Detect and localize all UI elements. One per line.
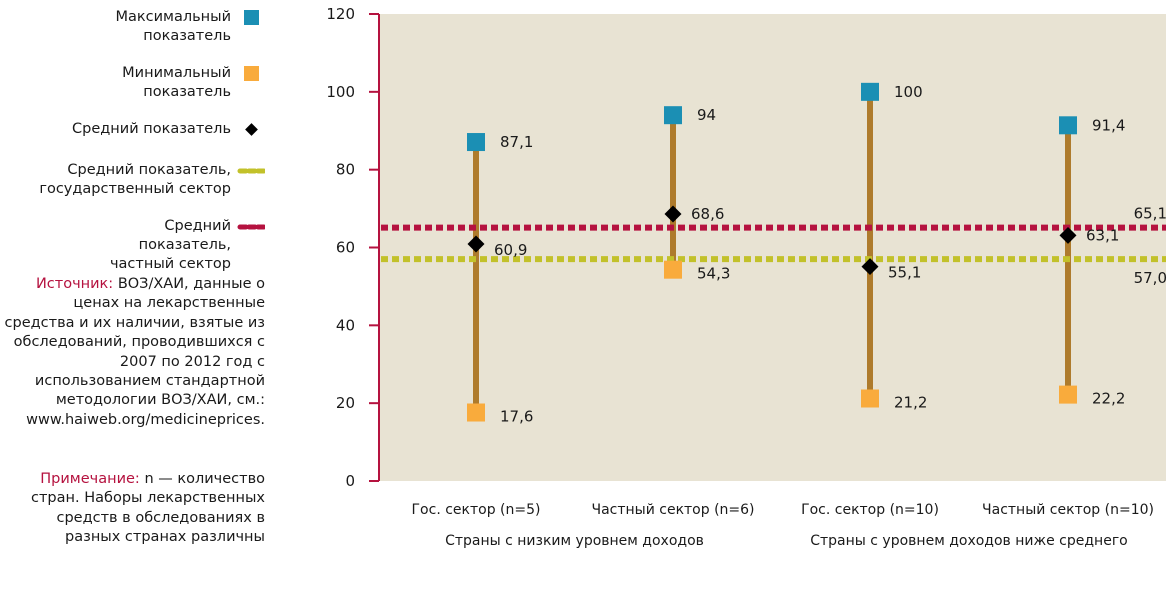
min-value-label-0: 17,6 [500, 408, 533, 426]
max-marker-3 [1059, 116, 1077, 135]
note-text: n — количество стран. Наборы лекарственн… [31, 471, 265, 546]
x-group-label-1: Страны с уровнем доходов ниже среднего [810, 533, 1128, 549]
max-marker-0 [467, 133, 485, 152]
min-marker-0 [467, 403, 485, 422]
note-label: Примечание: [40, 471, 140, 487]
x-category-label-1: Частный сектор (n=6) [591, 502, 754, 518]
min-marker-2 [861, 389, 879, 408]
legend-label-min: Минимальный показатель [122, 65, 231, 100]
max-value-label-2: 100 [894, 83, 923, 101]
reference-line-label-0: 65,1 [1134, 205, 1167, 223]
x-category-label-0: Гос. сектор (n=5) [412, 502, 541, 518]
range-chart: 0 20 40 60 80 100 120 65,1 57,0 87,1 17,6 60,9 94 54,… [326, 5, 1167, 549]
y-tick-label-0: 0 [345, 472, 355, 490]
mean-value-label-2: 55,1 [888, 264, 921, 282]
y-tick-label-40: 40 [336, 316, 355, 334]
mean-diamond-icon [244, 123, 258, 136]
legend-item-min: Минимальный показатель [91, 64, 265, 102]
y-tick-label-100: 100 [326, 83, 355, 101]
legend-label-max: Максимальный показатель [115, 9, 231, 44]
legend: Максимальный показатель Минимальный пока… [0, 0, 265, 613]
legend-label-mean: Средний показатель [72, 121, 231, 137]
mean-value-label-0: 60,9 [494, 241, 527, 259]
mean-value-label-1: 68,6 [691, 205, 724, 223]
max-marker-1 [664, 106, 682, 125]
source-label: Источник: [35, 276, 114, 292]
max-value-label-3: 91,4 [1092, 116, 1125, 134]
legend-label-public-mean: Средний показатель, государственный сект… [39, 162, 231, 197]
source-text: ВОЗ/ХАИ, данные о ценах на лекарственные… [4, 276, 265, 428]
legend-item-max: Максимальный показатель [91, 8, 265, 46]
y-tick-label-20: 20 [336, 394, 355, 412]
max-value-label-0: 87,1 [500, 133, 533, 151]
reference-line-label-1: 57,0 [1134, 269, 1167, 287]
min-value-label-2: 21,2 [894, 393, 927, 411]
legend-label-private-mean: Средний показатель, частный сектор [109, 218, 231, 272]
mean-marker-0 [467, 235, 485, 253]
y-tick-label-120: 120 [326, 5, 355, 23]
mean-value-label-3: 63,1 [1086, 226, 1119, 244]
public-dash-icon [237, 168, 265, 173]
plot-background [379, 14, 1166, 481]
x-category-label-2: Гос. сектор (n=10) [801, 502, 939, 518]
legend-item-private-mean: Средний показатель, частный сектор [81, 217, 265, 274]
source-note: Источник: ВОЗ/ХАИ, данные о ценах на лек… [0, 275, 265, 430]
private-dash-icon [237, 224, 265, 229]
min-value-label-3: 22,2 [1092, 390, 1125, 408]
legend-item-public-mean: Средний показатель, государственный сект… [1, 161, 265, 199]
mean-marker-1 [664, 205, 682, 223]
legend-item-mean: Средний показатель [72, 120, 265, 139]
x-group-label-0: Страны с низким уровнем доходов [445, 533, 704, 549]
min-marker-1 [664, 260, 682, 279]
min-value-label-1: 54,3 [697, 265, 730, 283]
min-square-icon [243, 66, 259, 81]
max-value-label-1: 94 [697, 106, 716, 124]
max-marker-2 [861, 82, 879, 101]
x-category-label-3: Частный сектор (n=10) [982, 502, 1154, 518]
min-marker-3 [1059, 385, 1077, 404]
note: Примечание: n — количество стран. Наборы… [0, 470, 265, 548]
max-square-icon [243, 10, 259, 25]
y-tick-label-80: 80 [336, 161, 355, 179]
mean-marker-2 [861, 258, 879, 276]
y-tick-label-60: 60 [336, 239, 355, 257]
